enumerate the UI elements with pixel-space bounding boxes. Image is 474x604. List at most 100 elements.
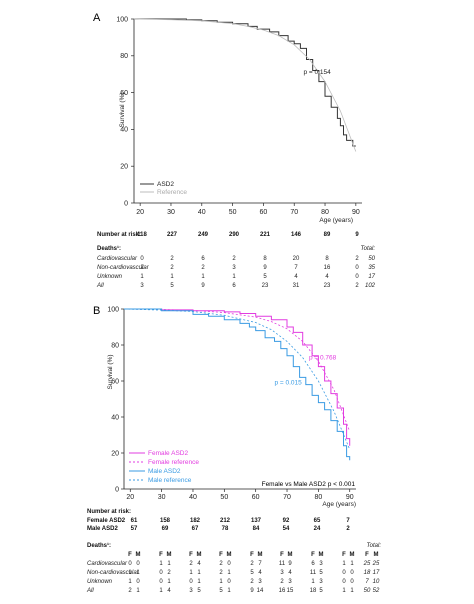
panel-b-axes: 0 20 40 60 80 100 20 30 40 50 60 70 80 90: [107, 306, 356, 501]
deaths-value: 8: [325, 256, 329, 262]
deaths-header-f: F: [311, 552, 315, 558]
deaths-value-f: 5: [250, 570, 254, 576]
deaths-row-label: Non-cardiovascular: [97, 265, 150, 271]
y-tick-label: 100: [107, 306, 119, 313]
deaths-header-f: F: [219, 552, 223, 558]
deaths-value: 1: [201, 274, 205, 280]
series-line-reference: [133, 18, 357, 152]
y-tick-label: 0: [115, 486, 119, 493]
deaths-header-m: M: [288, 552, 293, 558]
deaths-value-f: 0: [128, 561, 132, 567]
panel-b-p-value: p = 0.015: [274, 380, 302, 387]
deaths-value-f: 2: [250, 561, 254, 567]
x-tick-label: 40: [189, 494, 197, 501]
deaths-value: 2: [170, 256, 174, 262]
deaths-header-m: M: [319, 552, 324, 558]
risk-value: 137: [251, 518, 262, 524]
deaths-value: 3: [140, 283, 144, 289]
panel-b-comparison-note: Female vs Male ASD2 p < 0.001: [262, 481, 356, 488]
deaths-value: 6: [201, 256, 205, 262]
deaths-header-f: F: [159, 552, 163, 558]
deaths-header-m: M: [374, 552, 379, 558]
deaths-header-m: M: [227, 552, 232, 558]
deaths-value: 4: [294, 274, 298, 280]
deaths-value-f: 3: [280, 570, 284, 576]
deaths-row-label: Unknown: [87, 579, 113, 585]
legend-label: Reference: [157, 189, 187, 196]
deaths-value-m: 0: [136, 579, 140, 585]
risk-value: 67: [192, 526, 199, 532]
panel-a-p-value: p = 0.154: [303, 69, 331, 76]
deaths-row-label: All: [86, 588, 94, 594]
deaths-value-f: 0: [159, 579, 163, 585]
deaths-value-m: 1: [167, 561, 171, 567]
deaths-value-f: 0: [189, 579, 193, 585]
panel-b-y-axis-title: Survival (%): [107, 354, 114, 389]
deaths-value: 9: [201, 283, 205, 289]
deaths-total-header: Total:: [361, 246, 376, 252]
panel-a-deaths-table: Deaths¹: Total:Cardiovascular 0 2 6 2 8 20 8 2 50N…: [96, 245, 376, 289]
deaths-value-m: 1: [227, 570, 231, 576]
deaths-value-f: 6: [311, 561, 315, 567]
risk-value: 57: [131, 526, 138, 532]
deaths-total-f: 25: [363, 561, 371, 567]
risk-value: 89: [324, 232, 331, 238]
deaths-value-m: 0: [350, 570, 354, 576]
deaths-value-m: 1: [136, 570, 140, 576]
deaths-title: Deaths¹:: [97, 245, 121, 252]
deaths-value-f: 2: [219, 570, 223, 576]
series-line-male-asd2: [124, 308, 351, 461]
y-tick-label: 60: [120, 90, 128, 97]
deaths-value-m: 4: [167, 588, 171, 594]
risk-row-label: Male ASD2: [87, 526, 118, 532]
deaths-value-m: 4: [197, 561, 201, 567]
deaths-value-f: 11: [310, 570, 317, 576]
deaths-total-f: 50: [364, 588, 371, 594]
deaths-value: 2: [355, 256, 359, 262]
deaths-value-m: 14: [257, 588, 264, 594]
deaths-total-header: Total:: [367, 543, 382, 549]
deaths-total-m: 10: [373, 579, 380, 585]
deaths-value-m: 4: [258, 570, 262, 576]
deaths-total: 17: [368, 274, 375, 280]
risk-value: 92: [283, 518, 290, 524]
deaths-value: 2: [232, 256, 236, 262]
y-tick-label: 80: [111, 342, 119, 349]
risk-value: 146: [291, 232, 302, 238]
risk-value: 249: [198, 232, 209, 238]
risk-value: 61: [131, 518, 138, 524]
deaths-value: 2: [355, 283, 359, 289]
deaths-value-f: 1: [159, 561, 163, 567]
panel-b-x-axis-title: Age (years): [322, 501, 356, 508]
y-tick-label: 20: [120, 164, 128, 171]
deaths-row-label: Non-cardiovascular: [87, 570, 140, 576]
x-tick-label: 40: [198, 209, 206, 216]
deaths-value: 6: [232, 283, 236, 289]
risk-value: 9: [355, 232, 359, 238]
x-tick-label: 50: [220, 494, 228, 501]
y-tick-label: 100: [116, 16, 128, 23]
deaths-value: 8: [263, 256, 267, 262]
deaths-value-f: 0: [159, 570, 163, 576]
legend-label: Female ASD2: [148, 450, 188, 457]
deaths-value-f: 1: [189, 570, 193, 576]
y-tick-label: 0: [124, 200, 128, 207]
deaths-total: 35: [368, 265, 375, 271]
deaths-value-f: 18: [310, 588, 317, 594]
deaths-value-f: 2: [219, 561, 223, 567]
deaths-value-f: 1: [159, 588, 163, 594]
panel-b-risk-table: Number at risk: Female ASD2 61 158 182 212 137…: [87, 509, 350, 532]
y-tick-label: 20: [111, 450, 119, 457]
deaths-value-f: 2: [189, 561, 193, 567]
deaths-title: Deaths¹:: [87, 542, 111, 549]
deaths-total-m: 25: [372, 561, 380, 567]
risk-value: 118: [137, 232, 147, 238]
y-tick-label: 60: [111, 378, 119, 385]
legend-label: Female reference: [148, 459, 199, 466]
deaths-total-m: 52: [373, 588, 380, 594]
risk-value: 158: [160, 518, 171, 524]
deaths-header-f: F: [342, 552, 346, 558]
x-tick-label: 20: [126, 494, 134, 501]
risk-value: 65: [314, 518, 321, 524]
deaths-value-m: 1: [350, 561, 354, 567]
